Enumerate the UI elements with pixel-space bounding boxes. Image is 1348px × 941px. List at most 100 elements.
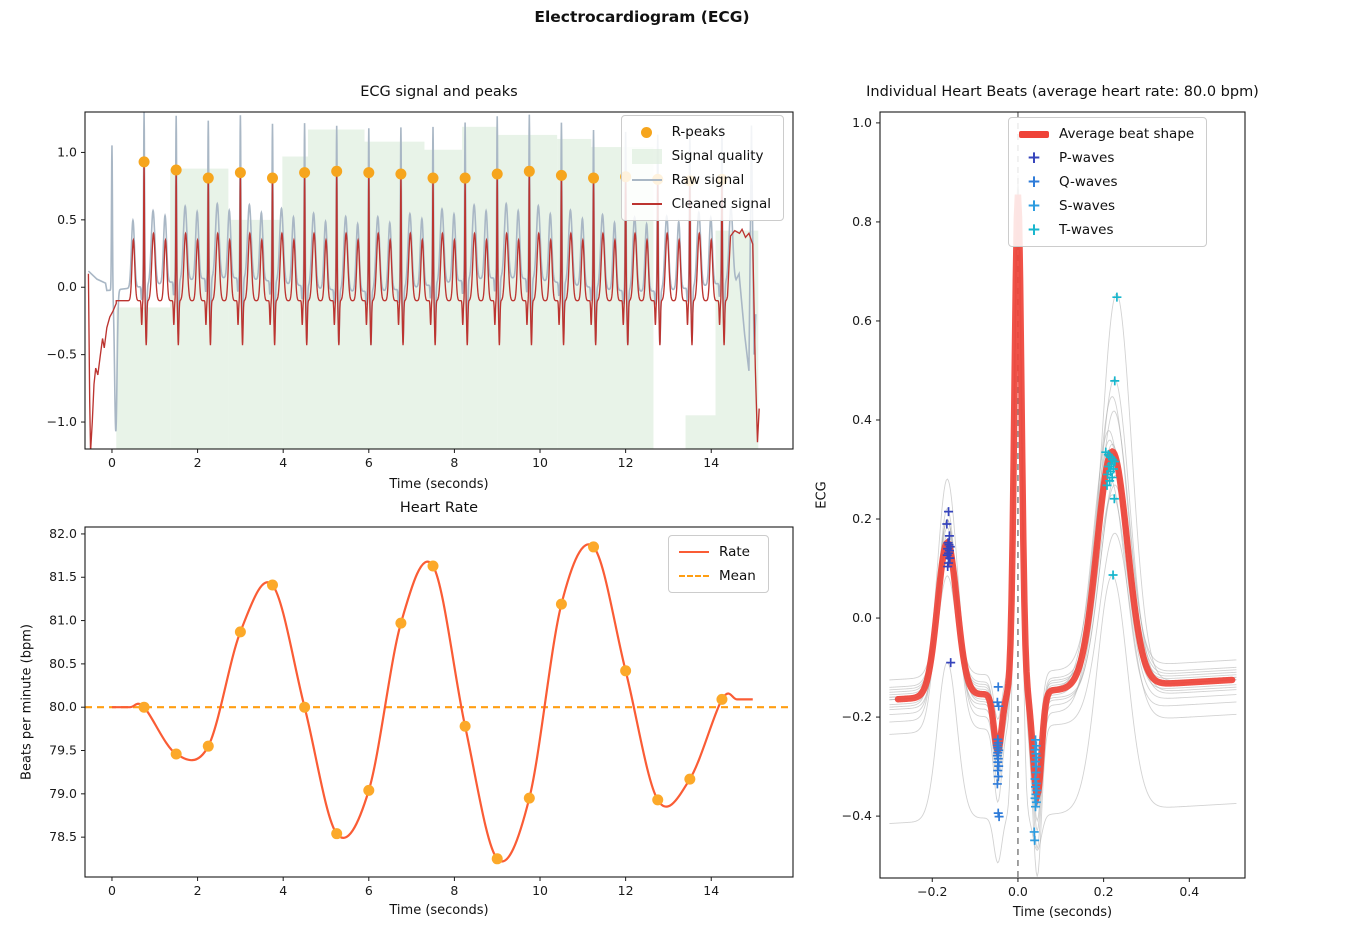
rate-point	[234, 626, 246, 638]
x-tick-label: 2	[194, 883, 202, 898]
individual-beat-line	[889, 194, 1237, 792]
rate-point	[331, 828, 343, 840]
raw-signal-swatch	[631, 173, 662, 188]
individual-beats-legend: Average beat shape + P-waves + Q-waves +…	[1008, 117, 1208, 247]
q-wave-marker	[994, 761, 1004, 771]
rate-point	[202, 740, 214, 752]
x-tick-label: 8	[450, 455, 458, 470]
x-tick-label: 0	[108, 883, 116, 898]
average-beat-swatch	[1019, 127, 1049, 142]
rate-point	[427, 560, 439, 572]
axes-frame	[879, 111, 1246, 879]
p-wave-marker	[944, 548, 954, 558]
y-tick-label: 79.0	[49, 786, 77, 801]
y-tick-label: 0.2	[852, 511, 872, 526]
x-tick-label: 4	[279, 455, 287, 470]
individual-beat-line	[889, 204, 1237, 797]
t-waves-swatch: +	[1026, 220, 1042, 240]
r-peak-marker	[555, 169, 567, 181]
r-peak-marker	[202, 172, 214, 184]
r-peak-marker	[234, 167, 246, 179]
individual-beats-ylabel: ECG	[814, 481, 830, 509]
rate-point	[523, 792, 535, 804]
rate-point	[620, 665, 632, 677]
p-waves-swatch: +	[1026, 148, 1042, 168]
t-wave-marker	[1102, 480, 1112, 490]
cleaned-signal-line	[87, 161, 760, 449]
t-wave-marker	[1104, 462, 1114, 472]
y-tick-label: 0.4	[852, 412, 872, 427]
x-tick-label: 8	[450, 883, 458, 898]
heart-rate-xlabel: Time (seconds)	[389, 903, 489, 918]
x-tick-label: 0	[108, 455, 116, 470]
q-wave-marker	[992, 779, 1002, 789]
y-tick-label: 81.0	[49, 613, 77, 628]
individual-beat-line	[889, 174, 1237, 751]
x-tick-label: 12	[618, 883, 634, 898]
legend-item: + T-waves	[1019, 220, 1194, 240]
s-wave-marker	[1031, 735, 1041, 745]
ecg-signal-title: ECG signal and peaks	[360, 84, 518, 100]
r-peak-marker	[427, 172, 439, 184]
rate-point	[555, 598, 567, 610]
y-tick-label: 1.0	[57, 144, 77, 159]
signal-quality-region	[116, 307, 171, 449]
y-tick-label: 0.0	[852, 610, 872, 625]
individual-beats-xlabel: Time (seconds)	[1012, 905, 1113, 920]
y-tick-label: 0.6	[852, 313, 872, 328]
r-peak-marker	[523, 165, 535, 177]
y-tick-label: 0.5	[57, 212, 77, 227]
individual-beat-line	[889, 194, 1237, 864]
signal-quality-swatch	[631, 148, 662, 164]
legend-item: Average beat shape	[1019, 126, 1194, 142]
legend-item: + P-waves	[1019, 148, 1194, 168]
y-tick-label: −0.2	[842, 709, 872, 724]
y-tick-label: 82.0	[49, 526, 77, 541]
rate-point	[170, 748, 182, 760]
s-wave-marker	[1030, 745, 1040, 755]
t-wave-marker	[1112, 292, 1122, 302]
s-wave-marker	[1031, 757, 1041, 767]
y-tick-label: 1.0	[852, 115, 872, 130]
r-peak-marker	[299, 167, 311, 179]
ecg-signal-legend: R-peaks Signal quality Raw signal Cleane…	[620, 115, 784, 221]
q-waves-swatch: +	[1026, 172, 1042, 192]
s-wave-marker	[1029, 827, 1039, 837]
average-beat-line	[894, 194, 1236, 806]
t-wave-marker	[1108, 570, 1118, 580]
legend-item: Raw signal	[631, 172, 771, 188]
s-wave-marker	[1031, 789, 1041, 799]
y-tick-label: −0.5	[47, 347, 77, 362]
rate-point	[716, 693, 728, 705]
r-peak-marker	[266, 172, 278, 184]
p-wave-marker	[942, 519, 952, 529]
y-tick-label: 80.0	[49, 699, 77, 714]
rate-swatch	[679, 545, 709, 560]
rate-point	[363, 784, 375, 796]
y-tick-label: 79.5	[49, 743, 77, 758]
q-wave-marker	[994, 701, 1004, 711]
x-tick-label: 2	[194, 455, 202, 470]
individual-beat-line	[889, 194, 1237, 802]
rate-point	[395, 617, 407, 629]
rate-point	[138, 701, 150, 713]
r-peak-marker	[491, 168, 503, 180]
raw-signal-line	[87, 112, 757, 432]
individual-beats-title: Individual Heart Beats (average heart ra…	[866, 84, 1259, 100]
x-tick-label: 6	[365, 455, 373, 470]
heart-rate-ylabel: Beats per minute (bpm)	[19, 624, 35, 780]
s-wave-marker	[1031, 768, 1041, 778]
x-tick-label: −0.2	[917, 884, 947, 899]
individual-beat-line	[889, 184, 1237, 798]
legend-item: + Q-waves	[1019, 172, 1194, 192]
axes-frame	[84, 526, 794, 878]
heart-rate-title: Heart Rate	[399, 500, 479, 516]
p-wave-marker	[946, 658, 956, 668]
s-wave-marker	[1032, 753, 1042, 763]
q-wave-marker	[993, 757, 1003, 767]
individual-beat-line	[889, 194, 1237, 794]
x-tick-label: 0.0	[1008, 884, 1028, 899]
rate-point	[652, 794, 664, 806]
